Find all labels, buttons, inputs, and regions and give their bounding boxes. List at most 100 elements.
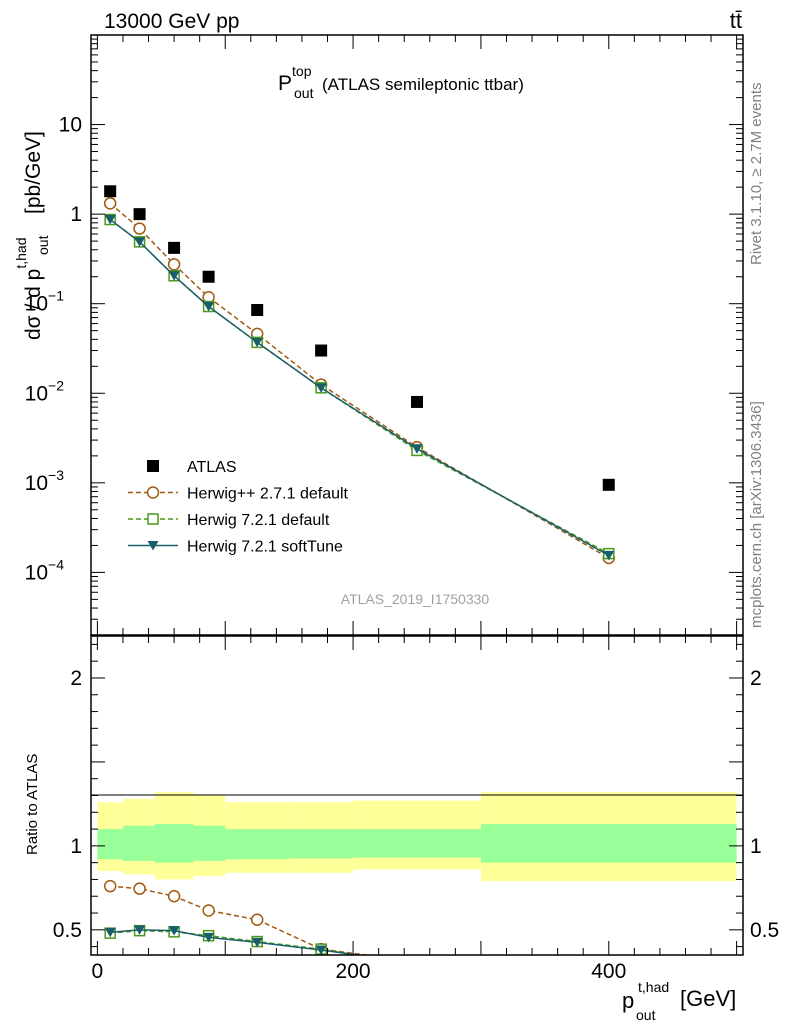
ylabel-sub: out: [35, 235, 51, 255]
main-point-herwig-7-2-1-softtune: [315, 383, 327, 393]
legend-marker: [146, 486, 160, 499]
main-point-herwig-7-2-1-softtune: [603, 550, 615, 561]
ratio-y-tick-label-right: 1: [750, 835, 762, 858]
main-point-atlas: [251, 304, 264, 317]
ylabel-units: [pb/GeV]: [22, 131, 45, 214]
y-tick-label: 10−3: [25, 467, 65, 495]
title-main: P: [278, 72, 292, 95]
ratio-point-herwig-7-2-1-softtune: [315, 945, 327, 955]
ratio-point-herwig-2-7-1-default: [167, 889, 181, 903]
ratio-point-herwig-7-2-1-softtune: [251, 937, 263, 948]
y-tick-label: 10−1: [25, 288, 65, 316]
legend-label: Herwig 7.2.1 softTune: [187, 539, 343, 556]
ratio-point-herwig-7-2-1-softtune: [203, 932, 215, 943]
main-line-herwig-2-7-1-default: [109, 202, 610, 559]
main-point-herwig-7-2-1-softtune: [104, 215, 116, 225]
stat-uncertainty-band: [97, 829, 123, 860]
main-point-herwig-2-7-1-default: [133, 222, 146, 235]
mcplots-label: mcplots.cern.ch [arXiv:1306.3436]: [748, 401, 765, 628]
ratio-point-herwig-2-7-1-default: [412, 956, 423, 967]
ratio-point-herwig-7-2-1-softtune: [104, 927, 116, 938]
main-point-herwig-2-7-1-default: [103, 197, 117, 210]
ratio-point-herwig-2-7-1-default: [202, 904, 215, 917]
main-point-atlas: [168, 241, 181, 254]
legend: ATLAS Herwig++ 2.7.1 default Herwig 7.2.1 …: [128, 459, 349, 556]
legend-marker: [147, 460, 159, 472]
stat-uncertainty-band: [122, 825, 155, 861]
x-tick-label: 200: [336, 960, 371, 983]
ratio-line-herwig-7-2-1-default: [110, 929, 362, 955]
xlabel-sup: t,had: [638, 979, 669, 995]
stat-uncertainty-band: [353, 829, 481, 858]
ratio-point-herwig-7-2-1-softtune: [412, 959, 423, 969]
x-tick-label: 0: [92, 960, 104, 983]
svg-text:dσ / d pt,had: dσ / d pt,had: [13, 238, 45, 340]
legend-item: Herwig 7.2.1 default: [128, 512, 330, 529]
legend-label: ATLAS: [187, 459, 237, 476]
ratio-point-herwig-2-7-1-default: [603, 982, 614, 993]
main-point-atlas: [202, 270, 215, 283]
ratio-point-herwig-7-2-1-softtune: [168, 926, 180, 936]
title-sub: out: [294, 85, 314, 101]
main-point-herwig-7-2-1-softtune: [203, 302, 215, 312]
xlabel-sub: out: [636, 1007, 656, 1023]
legend-marker: [147, 541, 159, 551]
ratio-y-tick-label: 1: [70, 835, 82, 858]
ratio-point-herwig-2-7-1-default: [133, 882, 146, 895]
main-point-atlas: [133, 208, 146, 221]
main-point-atlas: [411, 395, 423, 408]
ratio-y-tick-label-right: 2: [750, 667, 762, 690]
y-tick-label: 10: [59, 114, 82, 137]
ratio-point-herwig-7-2-1-softtune: [134, 925, 146, 935]
legend-label: Herwig++ 2.7.1 default: [187, 486, 349, 503]
main-title: Ptop out (ATLAS semileptonic ttbar): [278, 63, 524, 101]
main-ylabel: dσ / d pt,had out [pb/GeV]: [13, 131, 51, 340]
main-frame: [90, 34, 744, 636]
title-rest: (ATLAS semileptonic ttbar): [322, 75, 524, 94]
main-point-herwig-7-2-1-softtune: [251, 337, 263, 348]
beam-label: 13000 GeV pp: [104, 10, 239, 33]
main-line-herwig-7-2-1-default: [109, 218, 610, 555]
main-point-atlas: [315, 344, 328, 357]
ratio-point-herwig-2-7-1-default: [103, 879, 117, 893]
ratio-line-herwig-7-2-1-softtune: [110, 929, 363, 955]
main-point-herwig-7-2-1-softtune: [411, 444, 423, 454]
main-line-herwig-7-2-1-softtune: [109, 218, 610, 557]
y-tick-label: 1: [70, 203, 82, 226]
legend-label: Herwig 7.2.1 default: [187, 512, 330, 529]
process-label: tt̄: [730, 8, 742, 33]
ratio-y-tick-label: 2: [70, 667, 82, 690]
title-sup: top: [292, 63, 312, 79]
y-tick-label: 10−2: [25, 377, 65, 405]
analysis-label: ATLAS_2019_I1750330: [341, 591, 490, 607]
rivet-label: Rivet 3.1.10, ≥ 2.7M events: [748, 83, 765, 266]
svg-text:Ptop: Ptop: [278, 63, 312, 95]
legend-item: ATLAS: [147, 459, 237, 476]
main-series: [103, 185, 616, 565]
ratio-frame: [90, 635, 744, 956]
main-point-atlas: [602, 478, 615, 491]
ratio-point-herwig-7-2-1-softtune: [603, 982, 614, 992]
main-point-herwig-7-2-1-softtune: [168, 271, 180, 281]
main-point-atlas: [104, 185, 117, 198]
x-tick-label: 400: [591, 960, 626, 983]
ylabel-main: dσ / d p: [22, 269, 45, 340]
stat-uncertainty-band: [225, 829, 290, 860]
axes: 0 200 400 10−4 10−3 10−2 10−1 1 10 0.5 0.5 1 1 2 2: [25, 35, 779, 983]
legend-marker: [147, 513, 159, 525]
xlabel-main: p: [622, 988, 634, 1013]
ratio-y-tick-label-right: 0.5: [750, 919, 779, 942]
ratio-bands: [97, 792, 737, 882]
ratio-ylabel: Ratio to ATLAS: [24, 754, 41, 855]
ratio-point-herwig-2-7-1-default: [250, 913, 264, 926]
stat-uncertainty-band: [289, 829, 354, 859]
ratio-point-herwig-7-2-1-default: [412, 960, 422, 970]
ylabel-sup: t,had: [13, 238, 29, 269]
stat-uncertainty-band: [480, 824, 737, 863]
main-point-herwig-2-7-1-default: [167, 258, 181, 271]
stat-uncertainty-band: [154, 824, 194, 863]
stat-uncertainty-band: [193, 825, 226, 861]
main-point-herwig-7-2-1-softtune: [134, 237, 146, 247]
xlabel-units: [GeV]: [680, 986, 736, 1011]
